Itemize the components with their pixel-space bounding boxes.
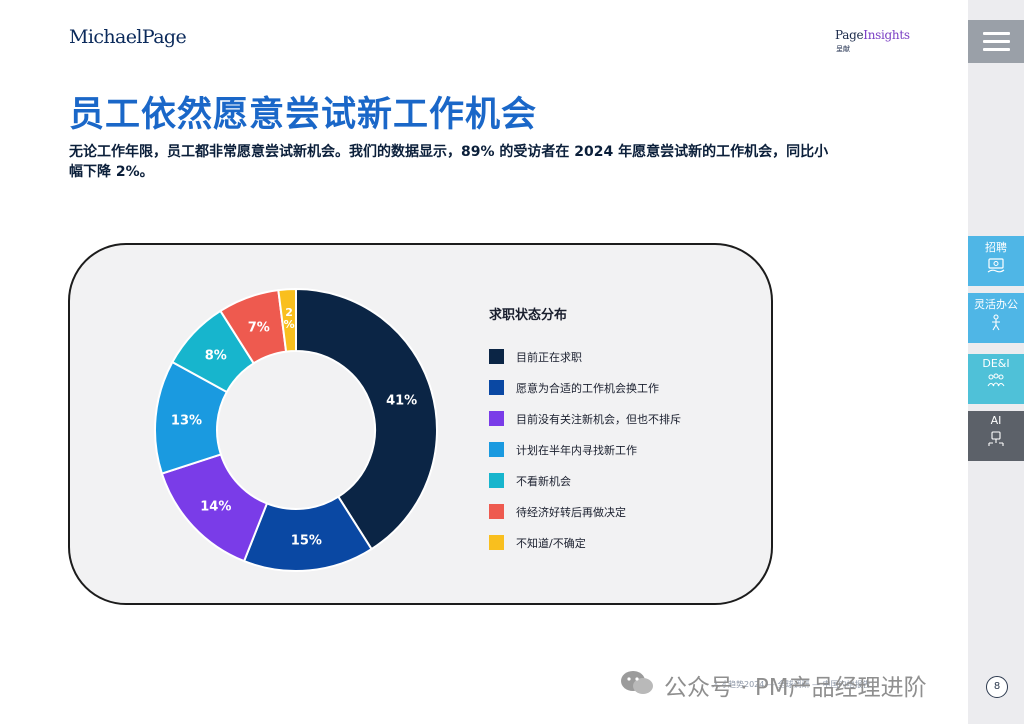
legend-swatch [489,504,504,519]
insights-logo-part-b: Insights [863,28,910,42]
legend-item: 目前正在求职 [489,341,681,372]
sidebar-tab-label: DE&I [982,357,1010,370]
donut-chart: 41% 15% 14% 13% 8% 7% 2% [154,287,438,572]
sidebar-tab-label: 招聘 [985,241,1007,254]
legend-item: 计划在半年内寻找新工作 [489,434,681,465]
legend-label: 待经济好转后再做决定 [516,505,626,519]
flexible-work-icon [992,314,1000,331]
watermark: 公众号 · PM产品经理进阶 [664,675,927,701]
page-insights-logo: PageInsights [835,28,910,42]
menu-icon-bar [983,32,1010,35]
legend-swatch [489,349,504,364]
legend-item: 不看新机会 [489,465,681,496]
legend-label: 不知道/不确定 [516,536,586,550]
legend-item: 不知道/不确定 [489,527,681,558]
insights-presents: 呈献 [836,45,850,53]
legend-swatch [489,535,504,550]
slice-label: 2 [285,306,293,319]
insights-logo-part-a: Page [835,28,864,42]
sidebar-tab-dei[interactable]: DE&I [968,354,1024,404]
legend-swatch [489,442,504,457]
wechat-icon [621,671,653,694]
legend-item: 愿意为合适的工作机会换工作 [489,372,681,403]
slice-label: 14% [200,499,231,514]
legend-swatch [489,411,504,426]
legend-label: 目前没有关注新机会，但也不排斥 [516,412,681,426]
legend-swatch [489,473,504,488]
recruit-icon [987,258,1005,273]
legend-label: 计划在半年内寻找新工作 [516,443,637,457]
sidebar-tab-label: AI [990,414,1002,427]
legend-title: 求职状态分布 [489,308,568,323]
legend-item: 待经济好转后再做决定 [489,496,681,527]
slice-label: 7% [248,321,270,336]
menu-icon-bar [983,40,1010,43]
sidebar-tab-label: 灵活办公 [974,298,1018,311]
menu-button[interactable] [968,20,1024,63]
slice-label: 13% [171,414,202,429]
legend-label: 愿意为合适的工作机会换工作 [516,381,659,395]
legend-item: 目前没有关注新机会，但也不排斥 [489,403,681,434]
menu-icon-bar [983,48,1010,51]
page-title: 员工依然愿意尝试新工作机会 [69,95,538,135]
slice-label: 41% [386,393,417,408]
legend-label: 目前正在求职 [516,350,582,364]
sidebar-tab-ai[interactable]: AI [968,411,1024,461]
donut-slice [277,287,297,353]
michael-page-logo: MichaelPage [69,26,187,48]
legend-label: 不看新机会 [516,474,571,488]
ai-icon [988,431,1004,446]
page-number: 8 [986,676,1008,698]
chart-legend: 目前正在求职愿意为合适的工作机会换工作目前没有关注新机会，但也不排斥 计划在半年内… [489,341,681,558]
slice-label: 15% [291,534,322,549]
slice-label: % [284,318,295,331]
sidebar-tab-flexible-work[interactable]: 灵活办公 [968,293,1024,343]
footer-text: 人才趋势2024 — 全球调研 — 中国内地报告 [712,680,871,689]
page-subtitle: 无论工作年限，员工都非常愿意尝试新机会。我们的数据显示，89% 的受访者在 20… [69,144,829,180]
donut-slice [295,287,438,551]
legend-swatch [489,380,504,395]
dei-icon [987,373,1005,387]
sidebar-tab-recruit[interactable]: 招聘 [968,236,1024,286]
slice-label: 8% [205,349,227,364]
